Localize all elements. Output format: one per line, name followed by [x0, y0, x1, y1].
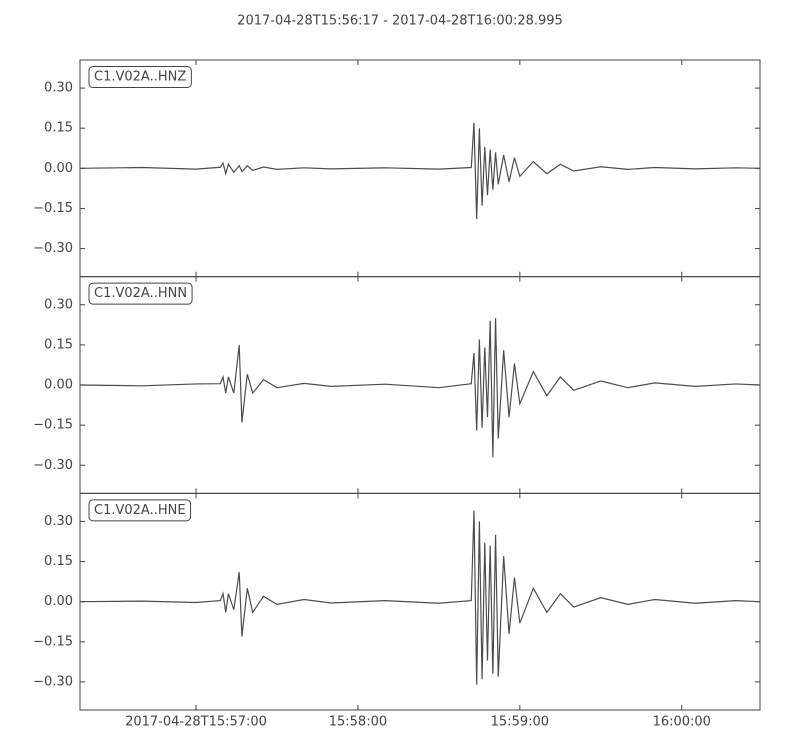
trace-label-box	[88, 66, 192, 88]
x-tick-label: 15:59:00	[491, 715, 549, 730]
chart-title: 2017-04-28T15:56:17 - 2017-04-28T16:00:2…	[237, 14, 563, 29]
trace-label: C1.V02A..HNZ	[94, 70, 186, 85]
y-tick-label: −0.30	[33, 674, 73, 689]
trace-line	[79, 122, 761, 220]
trace-label-box	[88, 282, 193, 305]
y-tick-label: 0.00	[44, 594, 73, 609]
y-tick-label: 0.30	[44, 297, 73, 312]
panel-frame	[79, 492, 761, 711]
trace-label: C1.V02A..HNE	[94, 503, 186, 518]
y-tick-label: −0.30	[33, 241, 73, 256]
x-tick-label: 15:58:00	[329, 715, 387, 730]
y-tick-label: −0.15	[33, 634, 73, 649]
trace-line	[79, 318, 761, 458]
y-tick-label: 0.00	[44, 378, 73, 393]
y-tick-label: −0.30	[33, 458, 73, 473]
y-tick-label: 0.30	[44, 81, 73, 96]
y-tick-label: 0.30	[44, 514, 73, 529]
trace-label-box	[88, 499, 192, 522]
y-tick-label: 0.15	[44, 337, 73, 352]
x-tick-label: 16:00:00	[653, 715, 711, 730]
y-tick-label: 0.15	[44, 121, 73, 136]
trace-label: C1.V02A..HNN	[94, 286, 187, 301]
x-tick-label: 2017-04-28T15:57:00	[125, 715, 267, 730]
y-tick-label: 0.00	[44, 161, 73, 176]
y-tick-label: −0.15	[33, 201, 73, 216]
y-tick-label: −0.15	[33, 418, 73, 433]
trace-line	[79, 510, 761, 685]
y-tick-label: 0.15	[44, 554, 73, 569]
